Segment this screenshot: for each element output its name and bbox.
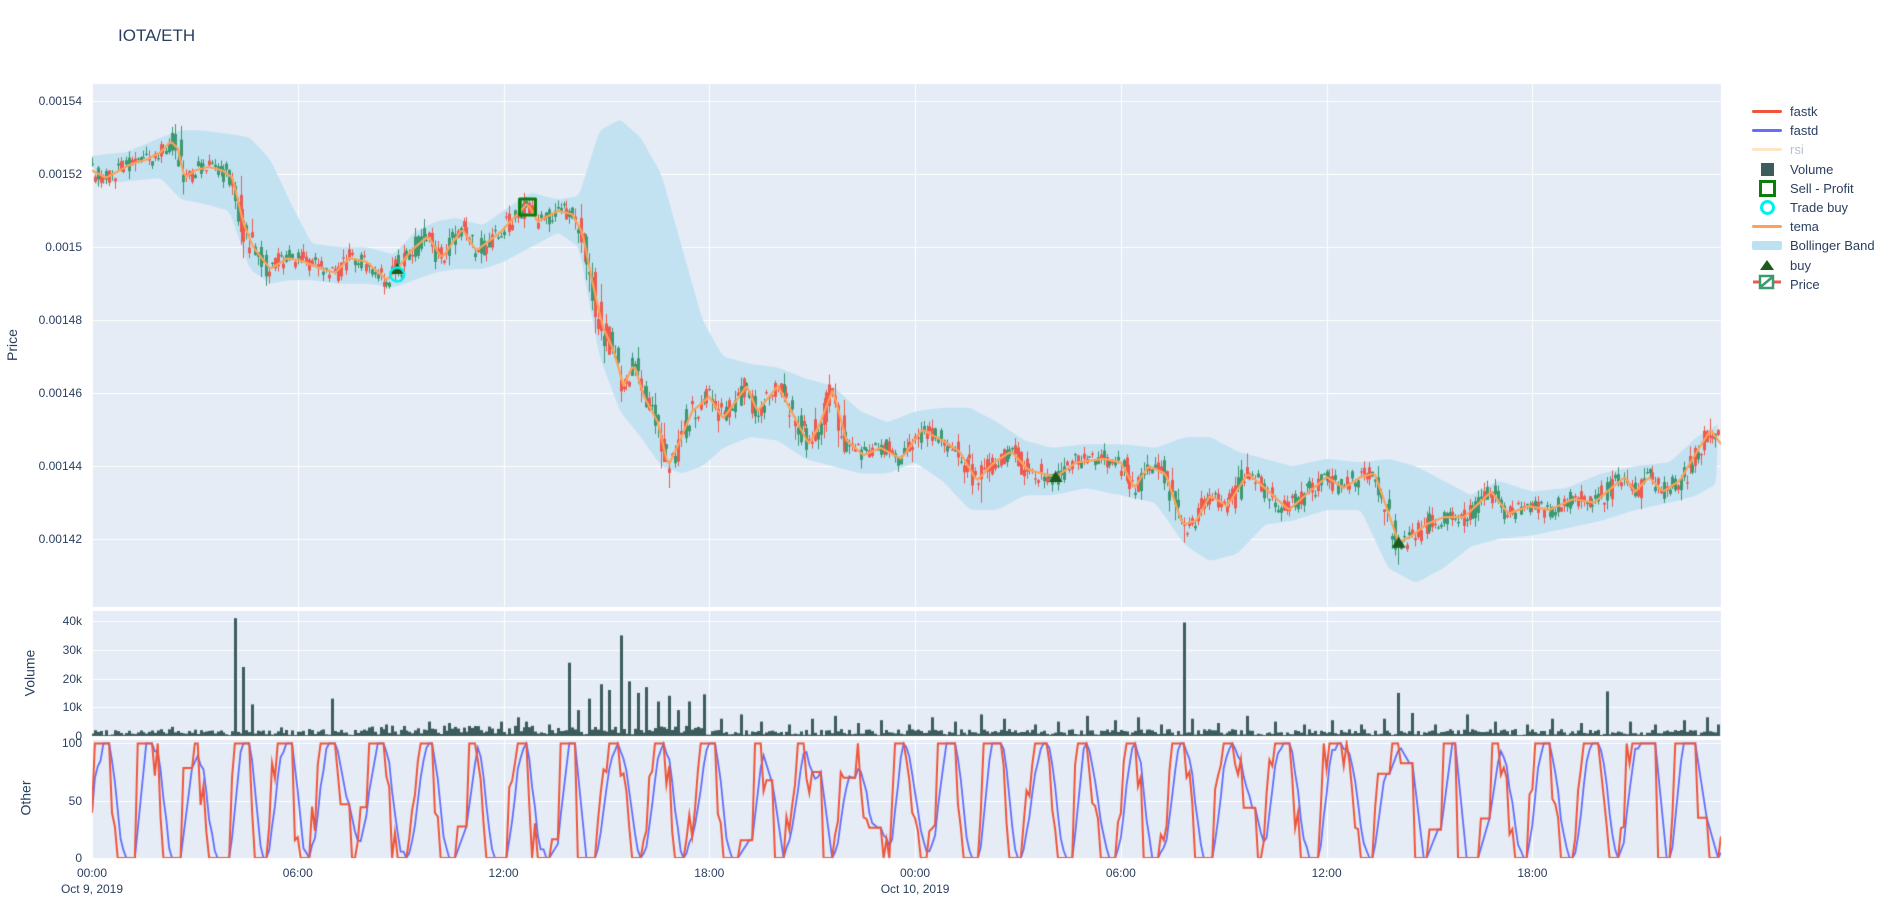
chart-title: IOTA/ETH — [118, 26, 196, 45]
legend-label: fastd — [1790, 123, 1819, 139]
trade-buy-icon — [1752, 200, 1782, 216]
legend-item-fastk[interactable]: fastk — [1752, 102, 1888, 121]
legend-item-volume[interactable]: Volume — [1752, 160, 1888, 179]
x-tick: 00:00 — [900, 866, 931, 880]
price-icon — [1752, 274, 1782, 295]
price-tick: 0.00148 — [38, 313, 82, 328]
other-tick: 50 — [68, 793, 82, 808]
x-tick: 18:00 — [1517, 866, 1548, 880]
legend-item-fastd[interactable]: fastd — [1752, 121, 1888, 140]
legend-item-sell-profit[interactable]: Sell - Profit — [1752, 179, 1888, 198]
legend-label: Bollinger Band — [1790, 238, 1875, 254]
x-tick: 18:00 — [694, 866, 725, 880]
volume-tick: 10k — [62, 700, 82, 715]
bollinger-band-icon — [1752, 241, 1782, 251]
legend: fastk fastd rsi Volume Sell - Profit Trade bu… — [1752, 102, 1888, 294]
legend-label: Volume — [1790, 161, 1834, 177]
legend-label: Price — [1790, 276, 1820, 292]
other-tick: 100 — [61, 736, 82, 751]
legend-label: Trade buy — [1790, 200, 1849, 216]
legend-item-buy[interactable]: buy — [1752, 256, 1888, 275]
legend-item-rsi[interactable]: rsi — [1752, 140, 1888, 159]
fastd-icon — [1752, 129, 1782, 133]
x-date: Oct 10, 2019 — [880, 882, 950, 896]
price-tick: 0.00152 — [38, 167, 82, 182]
volume-tick: 20k — [62, 671, 82, 686]
x-tick: 00:00 — [76, 866, 108, 880]
x-tick: 12:00 — [488, 866, 519, 880]
price-axis-title: Price — [3, 328, 20, 361]
volume-icon — [1752, 162, 1782, 176]
legend-label: Sell - Profit — [1790, 180, 1854, 196]
buy-icon — [1752, 260, 1782, 271]
legend-label: buy — [1790, 257, 1811, 273]
price-tick: 0.00154 — [38, 94, 82, 109]
volume-tick: 40k — [62, 614, 82, 629]
volume-tick: 0 — [75, 729, 82, 743]
x-tick: 12:00 — [1311, 866, 1342, 880]
price-tick: 0.00142 — [38, 532, 82, 547]
legend-item-trade-buy[interactable]: Trade buy — [1752, 198, 1888, 217]
x-date: Oct 9, 2019 — [60, 882, 124, 896]
x-tick: 06:00 — [282, 866, 313, 880]
legend-item-tema[interactable]: tema — [1752, 217, 1888, 236]
legend-label: fastk — [1790, 104, 1818, 120]
tema-icon — [1752, 225, 1782, 229]
volume-tick: 30k — [62, 642, 82, 657]
price-tick: 0.00144 — [38, 459, 82, 474]
legend-item-bollinger-band[interactable]: Bollinger Band — [1752, 236, 1888, 255]
legend-label: rsi — [1790, 142, 1804, 158]
legend-label: tema — [1790, 219, 1819, 235]
price-tick: 0.0015 — [45, 240, 82, 255]
fastk-icon — [1752, 110, 1782, 114]
x-tick: 06:00 — [1105, 866, 1136, 880]
legend-item-price[interactable]: Price — [1752, 274, 1888, 295]
rsi-icon — [1752, 148, 1782, 152]
other-tick: 0 — [75, 851, 82, 865]
sell-profit-icon — [1752, 179, 1782, 197]
price-tick: 0.00146 — [38, 386, 82, 401]
